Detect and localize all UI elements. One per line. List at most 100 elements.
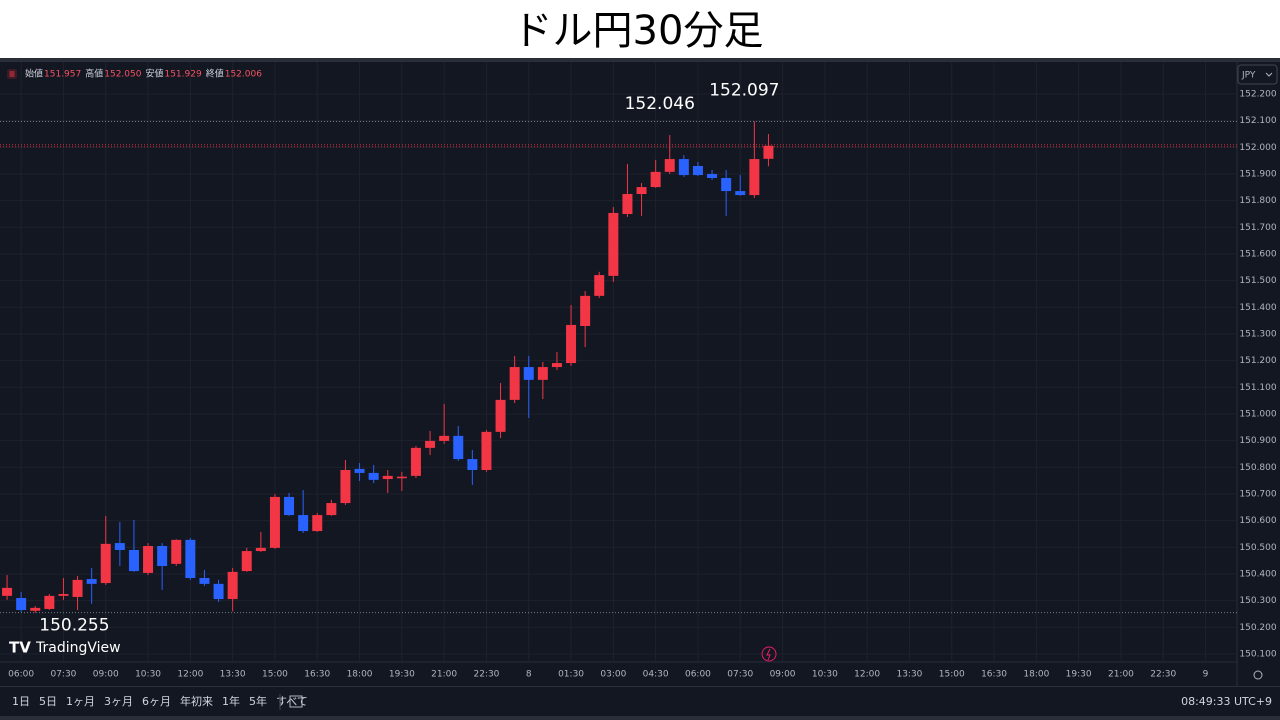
y-tick-label: 150.900	[1239, 436, 1276, 446]
y-tick-label: 150.100	[1239, 650, 1276, 660]
range-button[interactable]: 1ヶ月	[66, 695, 95, 708]
x-tick-label: 12:00	[854, 670, 880, 680]
candle-body	[650, 171, 661, 188]
x-tick-label: 09:00	[93, 670, 119, 680]
candle-body	[354, 468, 365, 473]
legend-value: 152.050	[104, 70, 141, 80]
candle-body	[749, 159, 760, 196]
settings-icon[interactable]	[1253, 670, 1263, 680]
date-range-icon[interactable]	[289, 695, 303, 708]
range-button[interactable]: 6ヶ月	[142, 695, 171, 708]
candle-body	[580, 295, 591, 326]
candle-body	[439, 435, 450, 441]
candle-body	[721, 178, 732, 192]
candle-body	[157, 546, 168, 566]
x-tick-label: 15:00	[939, 670, 965, 680]
panel-border	[0, 58, 1280, 62]
x-tick-label: 22:30	[1150, 670, 1176, 680]
x-tick-label: 10:30	[135, 670, 161, 680]
chart-panel	[0, 58, 1280, 720]
y-tick-label: 152.000	[1239, 143, 1276, 153]
range-button[interactable]: 5日	[39, 695, 57, 708]
candle-body	[410, 447, 421, 476]
legend-label: 高値	[85, 68, 103, 80]
x-tick-label: 9	[1203, 670, 1209, 680]
page-title: ドル円30分足	[513, 8, 764, 54]
range-button[interactable]: 1日	[12, 695, 30, 708]
candle-body	[185, 539, 196, 578]
candle-body	[396, 476, 407, 479]
y-tick-label: 150.800	[1239, 463, 1276, 473]
candle-body	[537, 367, 548, 380]
x-tick-label: 07:30	[50, 670, 76, 680]
toolbar-bottom-border	[0, 716, 1280, 720]
x-tick-label: 8	[526, 670, 532, 680]
y-tick-label: 150.600	[1239, 516, 1276, 526]
legend-label: 安値	[145, 68, 163, 80]
x-tick-label: 21:00	[431, 670, 457, 680]
candle-body	[566, 324, 577, 364]
y-tick-label: 151.800	[1239, 196, 1276, 206]
candle-body	[269, 496, 280, 548]
candle-body	[622, 194, 633, 214]
candle-body	[72, 579, 83, 597]
x-tick-label: 21:00	[1108, 670, 1134, 680]
range-buttons: 1日 5日 1ヶ月 3ヶ月 6ヶ月 年初来 1年 5年 すべて	[12, 694, 308, 708]
y-tick-label: 150.500	[1239, 543, 1276, 553]
candle-body	[199, 578, 210, 584]
y-tick-label: 150.200	[1239, 623, 1276, 633]
legend-label: 始値	[25, 68, 43, 80]
candle-body	[368, 472, 379, 480]
candle-body	[171, 539, 182, 564]
y-tick-label: 152.100	[1239, 116, 1276, 126]
legend-value: 151.957	[44, 70, 81, 80]
y-tick-label: 151.600	[1239, 250, 1276, 260]
legend-label: 終値	[206, 68, 224, 80]
currency-button[interactable]	[1237, 64, 1278, 85]
brand-name: TradingView	[35, 640, 121, 656]
y-tick-label: 151.200	[1239, 356, 1276, 366]
candle-body	[664, 159, 675, 172]
candle-body	[495, 399, 506, 432]
range-button[interactable]: 1年	[222, 694, 240, 708]
candle-body	[213, 583, 224, 600]
y-tick-label: 151.400	[1239, 303, 1276, 313]
candle-body	[509, 367, 520, 400]
range-button[interactable]: 5年	[249, 694, 267, 708]
range-button[interactable]: すべて	[276, 695, 308, 708]
candle-body	[114, 543, 125, 550]
x-tick-label: 03:00	[600, 670, 626, 680]
candle-body	[312, 515, 323, 532]
candle-body	[551, 363, 562, 368]
range-button[interactable]: 年初来	[180, 694, 213, 708]
toolbar	[0, 686, 1280, 716]
candle-body	[453, 435, 464, 460]
legend-value: 152.006	[225, 70, 262, 80]
x-tick-label: 15:00	[262, 670, 288, 680]
candle-body	[227, 571, 238, 600]
dropdown-arrow	[1265, 72, 1273, 77]
candle-body	[284, 496, 295, 516]
ohlc-legend: 始値 151.957 高値 152.050 安値 151.929 終値 152.006	[25, 68, 262, 80]
y-tick-label: 151.500	[1239, 276, 1276, 286]
candle-body	[481, 431, 492, 470]
x-tick-label: 10:30	[812, 670, 838, 680]
range-button[interactable]: 3ヶ月	[104, 695, 133, 708]
clock: 08:49:33 UTC+9	[1181, 695, 1272, 708]
x-tick-label: 22:30	[473, 670, 499, 680]
event-icon[interactable]	[761, 646, 777, 662]
candle-body	[735, 191, 746, 196]
x-tick-label: 18:00	[347, 670, 373, 680]
candle-body	[326, 503, 337, 516]
candle-body	[241, 551, 252, 572]
candle-body	[594, 275, 605, 296]
y-tick-label: 150.300	[1239, 596, 1276, 606]
y-tick-label: 150.700	[1239, 490, 1276, 500]
x-tick-label: 16:30	[981, 670, 1007, 680]
x-tick-label: 01:30	[558, 670, 584, 680]
x-tick-label: 13:30	[220, 670, 246, 680]
x-tick-label: 18:00	[1023, 670, 1049, 680]
candle-body	[467, 459, 478, 470]
